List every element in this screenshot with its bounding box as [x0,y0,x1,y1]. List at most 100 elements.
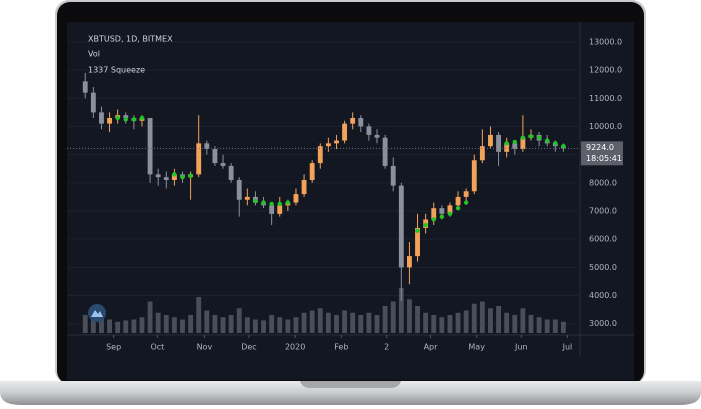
x-tick-label: Jun [514,343,528,352]
volume-bar [228,315,234,333]
x-tick-label: 2 [384,343,389,352]
volume-bar [544,319,550,333]
y-tick-label: 4000.0 [589,291,617,300]
volume-bar [196,297,202,333]
volume-bar [496,306,502,333]
squeeze-dot [253,198,258,204]
volume-bar [423,312,429,333]
volume-bar [244,317,250,333]
candle-body [123,115,129,118]
volume-bar [439,317,445,333]
x-tick-label: May [468,343,485,352]
volume-bar [536,317,542,333]
logo-icon [91,310,103,317]
candle-body [358,118,364,127]
squeeze-dot [139,115,145,121]
y-tick-label: 6000.0 [589,235,617,244]
squeeze-dot [131,117,137,122]
indicator-label: Vol [88,50,100,59]
volume-bar [398,288,404,333]
base-notch [300,381,401,388]
x-tick-label: Jul [562,343,573,352]
volume-bar [528,315,534,333]
volume-bar [301,312,307,333]
squeeze-dot [431,217,436,222]
candle-body [455,196,461,206]
volume-bar [277,317,283,333]
candle-body [334,140,339,144]
candle-body [520,137,526,149]
volume-bar [163,315,169,333]
candle-body [228,165,234,180]
candle-body [163,177,169,180]
volume-bar [253,319,258,333]
candle-body [171,174,177,180]
candle-body [406,256,412,268]
squeeze-dot [180,174,185,180]
volume-bar [220,317,226,333]
candle-body [366,126,372,135]
volume-bar [115,321,121,333]
squeeze-dot [463,200,469,205]
squeeze-dot [285,200,291,205]
volume-bar [90,312,96,333]
y-tick-label: 8000.0 [589,178,617,187]
candle-body [204,143,210,149]
candle-body [350,118,356,124]
x-tick-label: Apr [424,343,439,352]
squeeze-dot [172,172,177,177]
candle-body [309,163,315,180]
candle-body [398,185,404,268]
volume-bar [471,303,477,333]
volume-bar [342,310,348,333]
candle-body [277,205,283,214]
squeeze-dot [269,201,274,207]
candle-body [244,196,250,200]
squeeze-dot [188,173,193,178]
volume-bar [147,301,153,333]
price-tag-box [581,141,623,166]
volume-bar [82,315,88,333]
volume-bar [139,317,145,333]
candle-body [479,146,485,161]
volume-bar [406,299,412,333]
candle-body [301,180,307,195]
y-tick-label: 13000.0 [589,37,622,46]
squeeze-dot [520,135,526,140]
squeeze-dot [545,138,550,143]
squeeze-dot [536,135,542,140]
volume-bar [171,317,177,333]
volume-bar [309,310,315,333]
squeeze-dot [561,143,566,149]
volume-bar [204,310,210,333]
volume-bar [431,315,437,333]
squeeze-dot [423,222,428,228]
candle-body [317,146,323,164]
candle-body [99,112,104,124]
candle-body [439,208,445,214]
volume-bar [374,315,380,333]
volume-bar [334,315,339,333]
y-tick-label: 5000.0 [589,263,617,272]
volume-bar [269,315,275,333]
candle-body [471,160,477,192]
volume-bar [285,319,291,333]
candle-body [382,137,388,166]
x-tick-label: 2020 [285,343,305,352]
volume-bar [123,320,129,333]
y-tick-label: 11000.0 [589,94,622,103]
volume-bar [325,312,331,333]
candle-body [212,149,218,164]
candle-body [488,134,493,147]
volume-bar [155,312,161,333]
volume-bar [520,308,526,333]
candle-body [342,123,348,141]
candle-body [504,143,510,152]
squeeze-dot [261,200,266,205]
candle-body [463,191,469,197]
countdown: 18:05:41 [586,154,622,163]
squeeze-dot [504,141,509,146]
volume-bar [390,301,396,333]
candle-body [236,180,242,200]
